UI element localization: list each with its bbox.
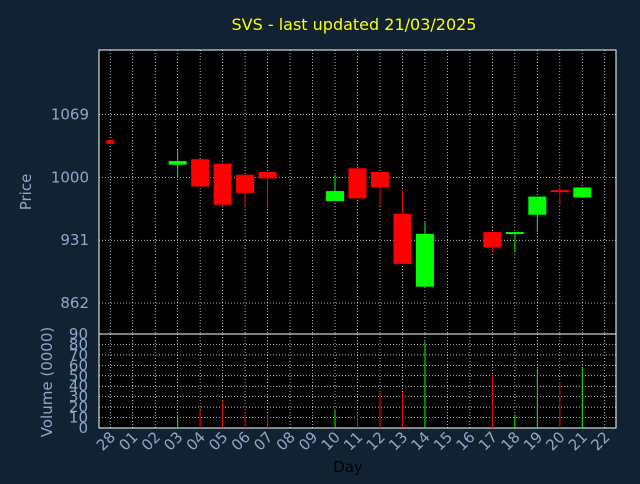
candle-body	[370, 171, 389, 188]
candle-body	[348, 168, 367, 199]
price-tick-label: 931	[60, 231, 89, 249]
day-tick-label: 22	[587, 428, 613, 454]
volume-bar	[199, 410, 201, 428]
candle-body	[415, 233, 434, 287]
volume-bar	[581, 367, 583, 428]
price-axis-label: Price	[17, 174, 35, 211]
volume-bar	[244, 412, 246, 428]
volume-bar	[559, 382, 561, 428]
volume-bar	[401, 392, 403, 428]
volume-tick-label: 30	[69, 388, 88, 406]
candle-body	[393, 213, 412, 264]
volume-bar	[177, 415, 179, 428]
candle-body	[191, 159, 210, 187]
volume-tick-label: 90	[69, 325, 88, 343]
candle-body	[213, 163, 232, 205]
price-tick-label: 1069	[51, 106, 89, 124]
candle-body	[106, 140, 115, 144]
volume-bar	[514, 414, 516, 428]
candle-body	[258, 171, 277, 179]
volume-tick-label: 0	[78, 419, 88, 437]
candle-body	[483, 232, 502, 248]
volume-bar	[334, 410, 336, 428]
volume-bar	[379, 392, 381, 428]
candle-body	[528, 196, 547, 215]
volume-tick-label: 10	[69, 409, 88, 427]
volume-axis-label: Volume (0000)	[38, 327, 56, 437]
chart-title: SVS - last updated 21/03/2025	[232, 15, 477, 34]
volume-tick-label: 40	[69, 377, 88, 395]
candle-body	[573, 187, 592, 198]
price-panel: 862 931 1000 1069	[51, 49, 617, 335]
volume-tick-label: 70	[69, 346, 88, 364]
volume-tick-label: 50	[69, 367, 88, 385]
volume-bar	[267, 415, 269, 428]
candle-body	[236, 174, 255, 193]
volume-tick-label: 60	[69, 356, 88, 374]
day-axis-label: Day	[333, 458, 363, 476]
volume-tick-label: 80	[69, 335, 88, 353]
candle-body	[168, 161, 187, 165]
volume-bar	[536, 368, 538, 428]
candle-body	[505, 232, 524, 235]
price-tick-label: 862	[60, 294, 89, 312]
price-tick-label: 1000	[51, 168, 89, 186]
volume-bar	[424, 341, 426, 428]
volume-tick-label: 20	[69, 398, 88, 416]
candle-body	[326, 191, 345, 202]
volume-bar	[222, 401, 224, 428]
candle-body	[550, 190, 569, 193]
volume-bar	[357, 413, 358, 428]
volume-bar	[491, 375, 493, 428]
x-axis: 2801020304050607080910111213141516171819…	[93, 428, 614, 454]
